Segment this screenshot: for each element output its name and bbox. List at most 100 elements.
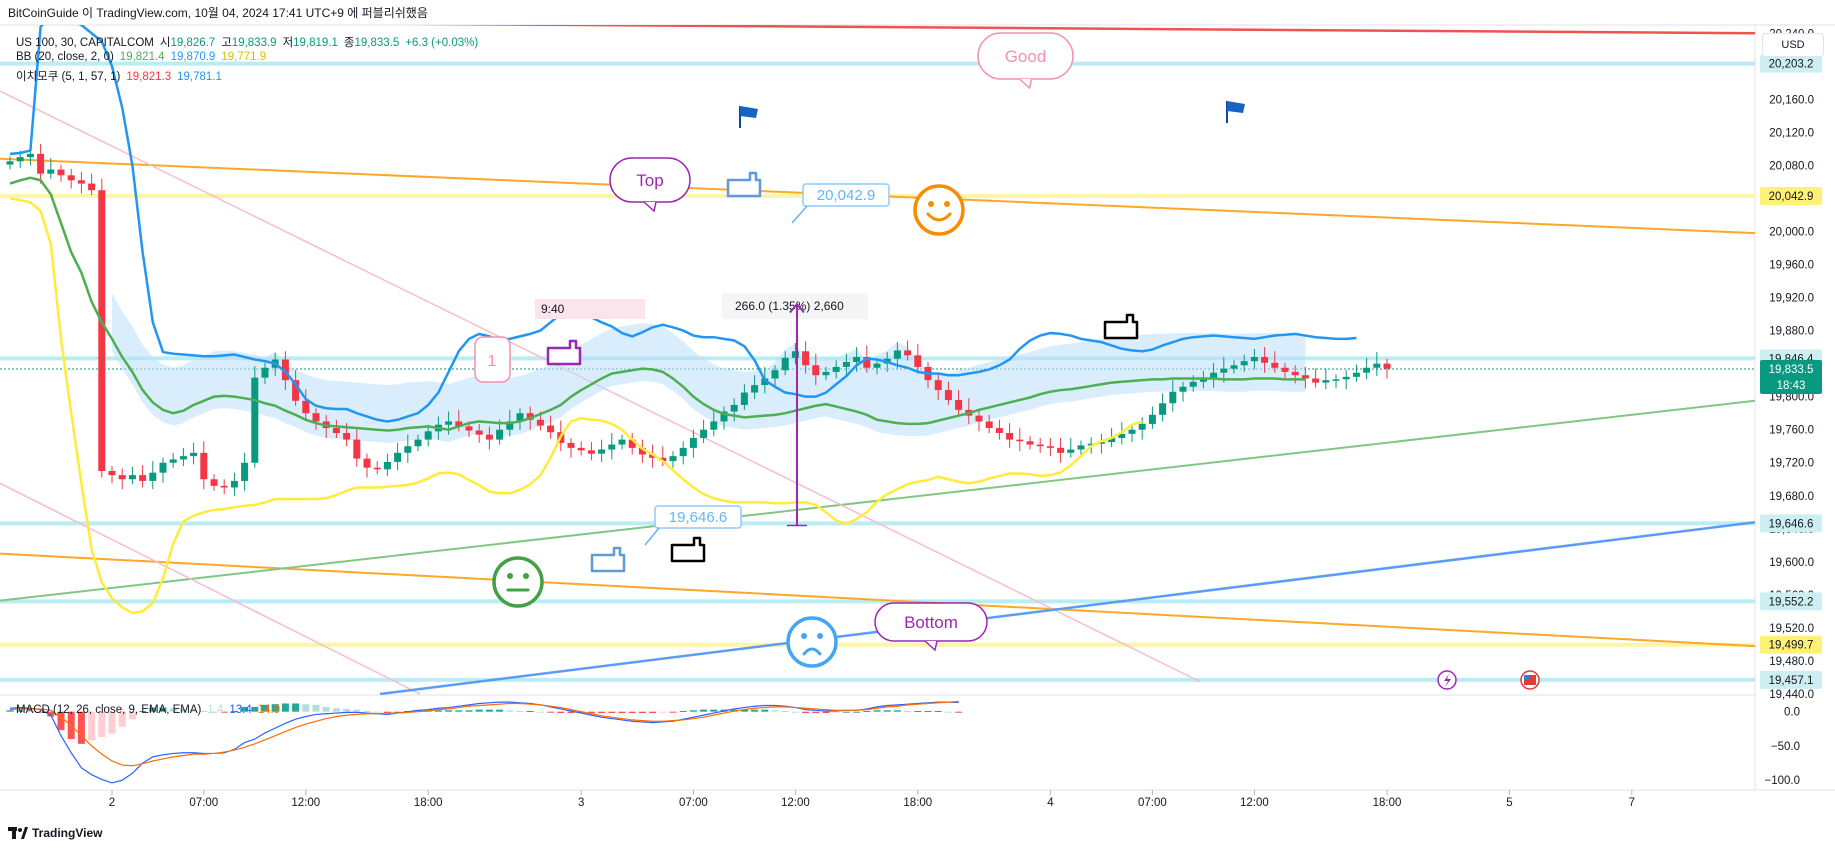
candle-body[interactable] [955, 399, 963, 410]
candle-body[interactable] [312, 413, 320, 422]
candle-body[interactable] [659, 457, 667, 462]
candle-body[interactable] [893, 350, 901, 359]
candle-body[interactable] [485, 434, 493, 440]
candle-body[interactable] [210, 479, 218, 486]
candle-body[interactable] [1148, 414, 1156, 424]
candle-body[interactable] [1026, 441, 1034, 445]
candle-body[interactable] [1138, 423, 1146, 430]
candle-body[interactable] [169, 459, 177, 463]
candle-body[interactable] [159, 462, 167, 473]
candle-body[interactable] [363, 458, 371, 468]
candle-body[interactable] [771, 370, 779, 379]
candle-body[interactable] [394, 452, 402, 462]
candle-body[interactable] [88, 183, 96, 191]
candle-body[interactable] [1230, 365, 1238, 369]
candle-body[interactable] [1261, 357, 1269, 363]
ichimoku-legend[interactable]: 이치모쿠 (5, 1, 57, 1) 19,821.3 19,781.1 [16, 68, 228, 84]
candle-body[interactable] [679, 447, 687, 457]
candle-body[interactable] [108, 471, 116, 476]
candle-body[interactable] [781, 357, 789, 371]
candle-body[interactable] [241, 462, 249, 481]
candle-body[interactable] [832, 366, 840, 372]
candle-body[interactable] [455, 421, 463, 427]
candle-body[interactable] [98, 190, 106, 471]
candle-body[interactable] [1108, 437, 1116, 443]
candle-body[interactable] [1291, 371, 1299, 376]
candle-body[interactable] [730, 404, 738, 412]
candle-body[interactable] [251, 377, 259, 463]
candle-body[interactable] [1250, 357, 1258, 362]
candle-body[interactable] [118, 475, 126, 480]
top-callout[interactable]: Top [609, 157, 691, 213]
candle-body[interactable] [414, 439, 422, 447]
candle-body[interactable] [638, 447, 646, 455]
candle-body[interactable] [37, 153, 45, 174]
candle-body[interactable] [649, 454, 657, 458]
candle-body[interactable] [1363, 367, 1371, 373]
candle-body[interactable] [230, 480, 238, 488]
candle-body[interactable] [506, 421, 514, 430]
bottom-callout[interactable]: Bottom [874, 602, 988, 652]
candle-body[interactable] [424, 431, 432, 440]
candle-body[interactable] [200, 452, 208, 480]
candle-body[interactable] [6, 161, 14, 165]
candle-body[interactable] [1271, 362, 1279, 368]
bb-legend[interactable]: BB (20, close, 2, 0) 19,821.4 19,870.9 19,7… [16, 51, 272, 63]
candle-body[interactable] [1057, 447, 1065, 453]
candle-body[interactable] [914, 355, 922, 367]
candle-body[interactable] [1169, 391, 1177, 404]
candle-body[interactable] [47, 169, 55, 174]
candle-body[interactable] [740, 392, 748, 405]
candle-body[interactable] [57, 169, 65, 176]
candle-body[interactable] [944, 390, 952, 400]
candle-body[interactable] [822, 371, 830, 376]
candle-body[interactable] [1322, 380, 1330, 383]
candle-body[interactable] [720, 411, 728, 422]
candle-body[interactable] [853, 357, 861, 362]
candle-body[interactable] [496, 429, 504, 440]
candle-body[interactable] [1006, 433, 1014, 440]
candle-body[interactable] [332, 428, 340, 434]
candle-body[interactable] [700, 429, 708, 438]
price-level-tag[interactable] [1760, 54, 1822, 73]
lightning-event-icon[interactable] [1437, 670, 1457, 690]
candle-body[interactable] [1097, 442, 1105, 444]
candle-body[interactable] [1179, 386, 1187, 392]
candle-body[interactable] [302, 400, 310, 414]
candle-body[interactable] [1118, 433, 1126, 438]
price-level-tag[interactable] [1760, 592, 1822, 611]
candle-body[interactable] [1077, 445, 1085, 450]
candle-body[interactable] [587, 450, 595, 454]
candle-body[interactable] [220, 485, 228, 488]
candle-body[interactable] [1128, 429, 1136, 434]
candle-body[interactable] [1373, 363, 1381, 368]
candle-body[interactable] [791, 351, 799, 358]
candle-body[interactable] [1312, 378, 1320, 383]
candle-body[interactable] [261, 367, 269, 378]
currency-button[interactable]: USD [1762, 33, 1824, 57]
candle-body[interactable] [128, 475, 136, 480]
candle-body[interactable] [802, 351, 810, 366]
candle-body[interactable] [863, 357, 871, 368]
price-level-tag[interactable] [1760, 359, 1822, 394]
symbol-name[interactable]: US 100, 30, CAPITALCOM [16, 37, 154, 49]
candle-body[interactable] [547, 425, 555, 433]
macd-pane[interactable]: 0.0 −50.0 −100.0 [6, 700, 1801, 787]
candle-body[interactable] [567, 442, 575, 448]
candle-body[interactable] [1281, 367, 1289, 372]
candle-body[interactable] [842, 361, 850, 367]
candle-body[interactable] [149, 472, 157, 481]
candle-body[interactable] [1199, 379, 1207, 382]
candle-body[interactable] [1046, 446, 1054, 448]
candle-body[interactable] [1332, 379, 1340, 381]
candle-body[interactable] [383, 461, 391, 470]
price-level-tag[interactable] [1760, 635, 1822, 654]
candle-body[interactable] [67, 175, 75, 181]
candle-body[interactable] [710, 421, 718, 430]
candle-body[interactable] [26, 153, 34, 158]
candle-body[interactable] [1342, 376, 1350, 380]
candle-body[interactable] [404, 446, 412, 453]
candle-body[interactable] [995, 428, 1003, 434]
candle-body[interactable] [445, 421, 453, 425]
